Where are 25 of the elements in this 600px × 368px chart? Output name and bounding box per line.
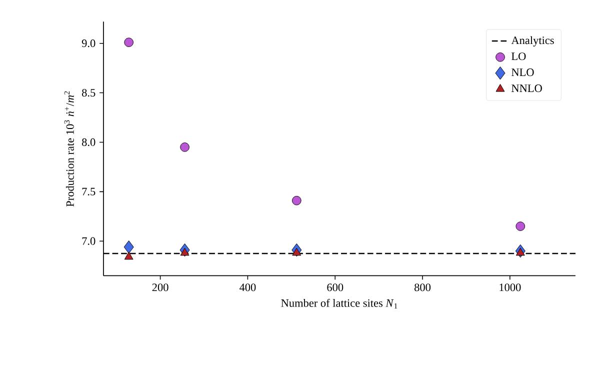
point bbox=[180, 248, 190, 256]
point bbox=[124, 252, 134, 260]
point bbox=[516, 248, 525, 256]
x-tick-label: 200 bbox=[152, 284, 168, 292]
point bbox=[124, 240, 134, 254]
y-tick-label: 9.0 bbox=[82, 40, 96, 48]
x-tick-label: 400 bbox=[239, 284, 256, 292]
legend-label: NNLO bbox=[512, 84, 542, 92]
x-tick-label: 1000 bbox=[500, 284, 521, 292]
legend-label: LO bbox=[512, 52, 526, 60]
y-tick-label: 7.0 bbox=[82, 237, 96, 245]
x-tick-label: 600 bbox=[327, 284, 344, 292]
point bbox=[124, 38, 134, 48]
x-tick-label: 800 bbox=[414, 284, 431, 292]
y-tick-label: 8.0 bbox=[82, 138, 96, 146]
x-axis-title: Number of lattice sites N$_{1}$ bbox=[281, 298, 398, 309]
point bbox=[180, 142, 190, 152]
y-tick-label: 7.5 bbox=[82, 188, 96, 196]
point bbox=[292, 196, 302, 206]
point bbox=[292, 248, 302, 256]
legend-label: Analytics bbox=[511, 36, 554, 46]
point bbox=[516, 222, 526, 231]
y-tick-label: 8.5 bbox=[82, 88, 96, 97]
y-axis-title: Production rate 10$^{3}$ ṅ$^{+}$/m$^{2}$ bbox=[64, 91, 74, 207]
legend-label: NLO bbox=[512, 68, 534, 76]
